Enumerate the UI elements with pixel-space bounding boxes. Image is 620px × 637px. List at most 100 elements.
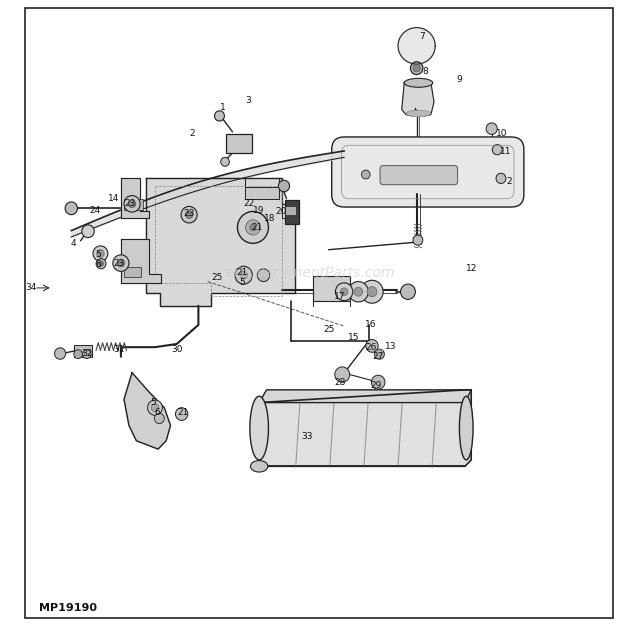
- FancyBboxPatch shape: [332, 137, 524, 207]
- Circle shape: [340, 288, 348, 296]
- Polygon shape: [146, 178, 294, 306]
- Ellipse shape: [250, 461, 268, 472]
- Text: 23: 23: [125, 199, 136, 208]
- Circle shape: [113, 255, 129, 271]
- Text: 5: 5: [150, 398, 156, 407]
- Circle shape: [117, 259, 125, 267]
- Circle shape: [221, 157, 229, 166]
- Text: 6: 6: [95, 260, 101, 269]
- Text: 34: 34: [25, 283, 37, 292]
- Text: 13: 13: [385, 342, 396, 351]
- Circle shape: [124, 196, 140, 212]
- Text: 28: 28: [334, 378, 345, 387]
- Circle shape: [97, 250, 104, 257]
- Text: 18: 18: [264, 214, 275, 223]
- Circle shape: [93, 246, 108, 261]
- Circle shape: [348, 282, 368, 302]
- Circle shape: [413, 235, 423, 245]
- Text: 25: 25: [211, 273, 223, 282]
- Circle shape: [82, 225, 94, 238]
- Text: 3: 3: [245, 96, 251, 104]
- Text: 22: 22: [244, 199, 255, 208]
- Circle shape: [151, 404, 159, 412]
- Text: 33: 33: [301, 432, 312, 441]
- Circle shape: [496, 173, 506, 183]
- Text: 20: 20: [275, 207, 286, 216]
- Circle shape: [361, 170, 370, 179]
- Text: 4: 4: [70, 239, 76, 248]
- Text: 21: 21: [236, 268, 247, 277]
- Circle shape: [374, 349, 384, 359]
- Bar: [124, 267, 141, 277]
- Text: MP19190: MP19190: [39, 603, 97, 613]
- Circle shape: [335, 367, 350, 382]
- Ellipse shape: [406, 110, 431, 117]
- Text: 19: 19: [253, 206, 264, 215]
- Text: 24: 24: [89, 206, 100, 215]
- Circle shape: [148, 400, 162, 415]
- Circle shape: [278, 180, 290, 192]
- Circle shape: [371, 375, 385, 389]
- Text: 25: 25: [323, 326, 334, 334]
- Bar: [226, 134, 252, 153]
- Bar: [124, 199, 143, 210]
- Circle shape: [74, 350, 82, 359]
- Circle shape: [257, 269, 270, 282]
- Text: 10: 10: [497, 129, 508, 138]
- Circle shape: [335, 283, 353, 301]
- Bar: [74, 345, 92, 357]
- Text: 23: 23: [113, 259, 125, 268]
- Bar: [285, 206, 296, 215]
- Circle shape: [401, 284, 415, 299]
- FancyBboxPatch shape: [380, 166, 458, 185]
- Ellipse shape: [404, 78, 433, 87]
- Text: 21: 21: [177, 408, 188, 417]
- Circle shape: [175, 408, 188, 420]
- Text: 30: 30: [171, 345, 182, 354]
- Polygon shape: [398, 27, 435, 64]
- Text: 27: 27: [373, 352, 384, 361]
- Polygon shape: [259, 390, 471, 466]
- Text: 23: 23: [184, 209, 195, 218]
- Circle shape: [367, 287, 377, 297]
- Circle shape: [413, 64, 420, 72]
- Text: 21: 21: [252, 223, 263, 232]
- Circle shape: [246, 220, 260, 235]
- Text: 26: 26: [365, 343, 376, 352]
- Text: 11: 11: [500, 147, 511, 156]
- Text: 15: 15: [348, 333, 359, 342]
- Circle shape: [185, 211, 193, 218]
- Text: 31: 31: [113, 345, 125, 354]
- Ellipse shape: [459, 396, 473, 460]
- Circle shape: [128, 200, 136, 208]
- Circle shape: [361, 280, 383, 303]
- Circle shape: [55, 348, 66, 359]
- Text: 2: 2: [507, 177, 513, 186]
- Circle shape: [215, 111, 224, 121]
- Text: 32: 32: [81, 349, 92, 358]
- Circle shape: [250, 224, 256, 231]
- Text: 7: 7: [418, 32, 425, 41]
- Text: 17: 17: [334, 292, 345, 301]
- Bar: [313, 276, 350, 301]
- Circle shape: [240, 271, 247, 279]
- Circle shape: [492, 145, 502, 155]
- Circle shape: [354, 287, 363, 296]
- Text: 12: 12: [466, 264, 477, 273]
- Text: 29: 29: [371, 381, 382, 390]
- Text: 9: 9: [456, 75, 462, 84]
- Circle shape: [366, 340, 378, 352]
- Circle shape: [82, 350, 91, 359]
- Text: 14: 14: [108, 194, 119, 203]
- Text: 5: 5: [239, 278, 245, 287]
- Text: 1: 1: [220, 103, 226, 111]
- Text: eReplacementParts.com: eReplacementParts.com: [225, 266, 395, 280]
- Text: 8: 8: [422, 67, 428, 76]
- Circle shape: [96, 259, 106, 269]
- Text: 6: 6: [154, 408, 160, 417]
- Text: 2: 2: [189, 129, 195, 138]
- Bar: [282, 204, 299, 218]
- Text: 5: 5: [95, 250, 101, 259]
- Text: 16: 16: [365, 320, 376, 329]
- Bar: [285, 200, 299, 224]
